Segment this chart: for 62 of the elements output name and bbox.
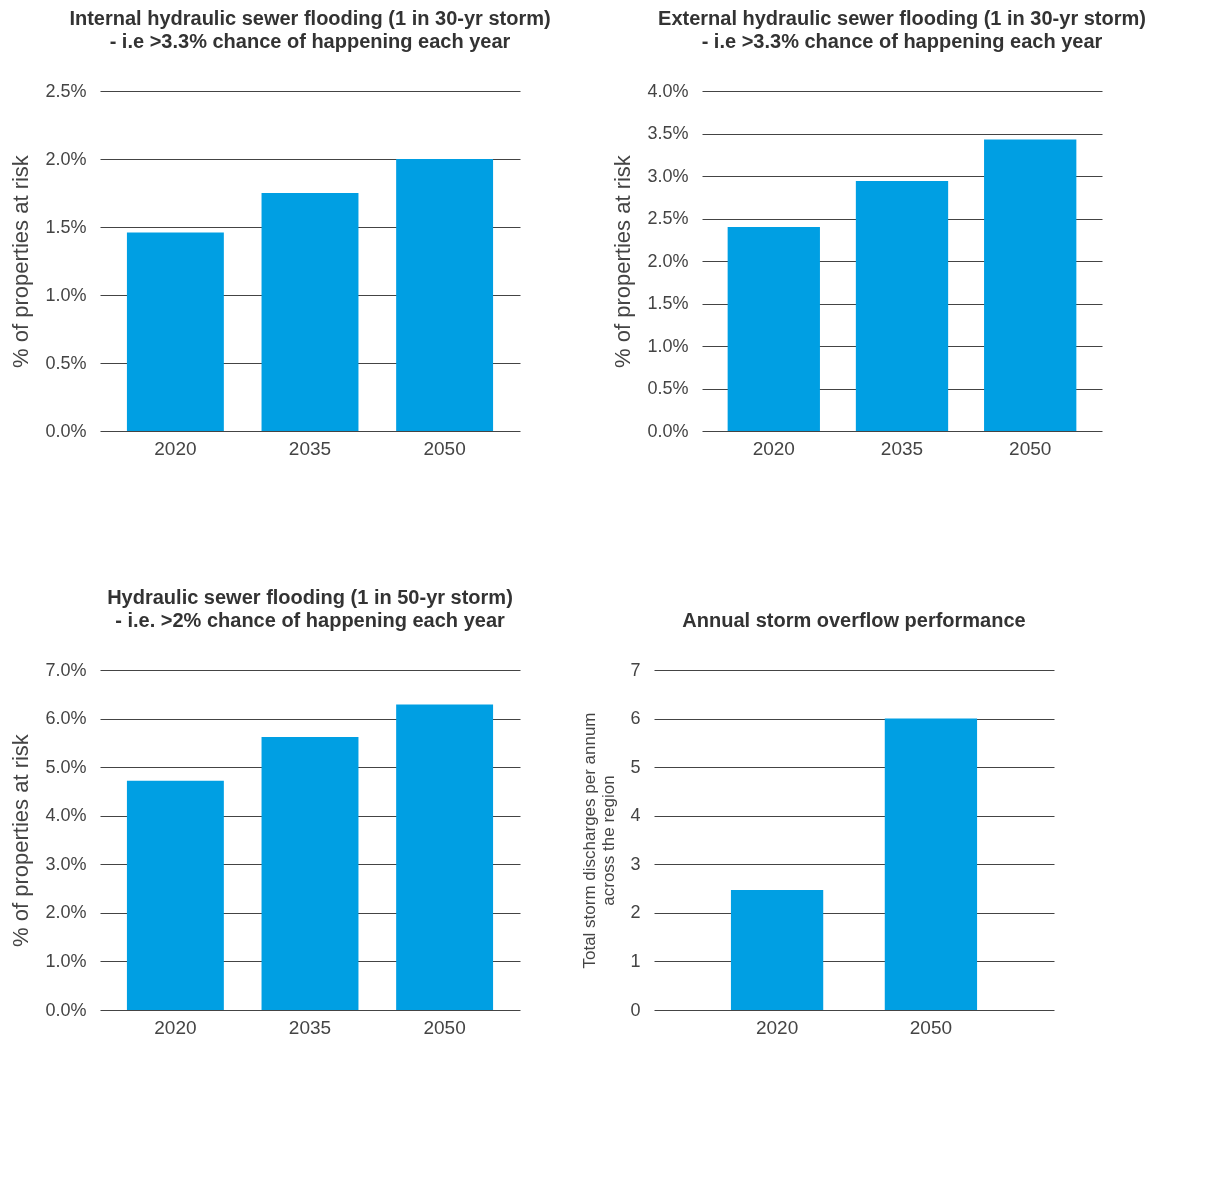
x-tick-label: 2020 <box>752 437 795 459</box>
y-tick-label: 7 <box>630 659 641 680</box>
y-tick-label: 2 <box>630 902 641 923</box>
y-tick-label: 1.0% <box>45 950 87 971</box>
y-tick-label: 4 <box>630 805 641 826</box>
x-tick-label: 2020 <box>154 437 197 459</box>
y-tick-label: 2.0% <box>647 250 689 271</box>
y-tick-label: 7.0% <box>45 659 87 680</box>
y-tick-label: 0.0% <box>647 420 689 441</box>
x-tick-label: 2035 <box>880 437 924 459</box>
y-tick-label: 0.0% <box>45 420 87 441</box>
x-tick-label: 2050 <box>423 437 466 459</box>
y-tick-label: 3.0% <box>647 165 689 186</box>
bar <box>396 704 494 1010</box>
x-tick-label: 2035 <box>288 437 332 459</box>
bar <box>855 181 949 431</box>
bar <box>727 227 820 431</box>
y-tick-label: 5.0% <box>45 756 87 777</box>
y-tick-label: 4.0% <box>45 805 87 826</box>
y-axis-title: % of properties at risk <box>610 154 636 368</box>
chart-subtitle: - i.e >3.3% chance of happening each year <box>701 30 1103 52</box>
y-tick-label: 1.0% <box>647 335 689 356</box>
y-tick-label: 6 <box>630 708 641 729</box>
y-axis-title: Total storm discharges per annum across the region <box>580 712 619 969</box>
y-axis-title: % of properties at risk <box>8 154 34 368</box>
chart-title: Hydraulic sewer flooding (1 in 50-yr storm) <box>107 586 513 608</box>
y-tick-label: 0.5% <box>647 378 689 398</box>
y-tick-label: 3.5% <box>647 123 689 143</box>
x-tick-label: 2020 <box>755 1016 799 1038</box>
y-tick-label: 2.5% <box>647 208 689 228</box>
y-tick-label: 1.5% <box>45 216 87 237</box>
x-tick-label: 2035 <box>288 1016 332 1038</box>
y-tick-label: 0.5% <box>45 352 87 373</box>
y-tick-label: 1.5% <box>647 293 689 313</box>
x-tick-label: 2020 <box>154 1016 197 1038</box>
y-axis-title: % of properties at risk <box>8 733 34 947</box>
chart-title: Annual storm overflow performance <box>682 609 1026 631</box>
y-tick-label: 3 <box>630 853 641 874</box>
chart-subtitle: - i.e. >2% chance of happening each year <box>115 609 505 631</box>
chart-title: Internal hydraulic sewer flooding (1 in 30-yr storm) <box>69 7 551 29</box>
y-tick-label: 6.0% <box>45 708 87 729</box>
y-tick-label: 1.0% <box>45 284 87 305</box>
bar <box>261 737 359 1010</box>
x-tick-label: 2050 <box>1009 437 1052 459</box>
y-tick-label: 4.0% <box>647 80 689 101</box>
y-tick-label: 3.0% <box>45 853 87 874</box>
y-tick-label: 2.0% <box>45 148 87 169</box>
bar <box>396 159 494 431</box>
x-tick-label: 2050 <box>909 1016 953 1038</box>
y-tick-label: 1 <box>630 950 641 971</box>
bar <box>261 193 359 431</box>
bar <box>126 780 224 1010</box>
y-tick-label: 2.0% <box>45 902 87 923</box>
chart-title: External hydraulic sewer flooding (1 in 30-yr storm) <box>658 7 1146 29</box>
y-tick-label: 0 <box>630 999 641 1020</box>
y-tick-label: 2.5% <box>45 80 87 101</box>
y-tick-label: 5 <box>630 756 641 777</box>
x-tick-label: 2050 <box>423 1016 466 1038</box>
bar <box>126 232 224 431</box>
bar <box>984 139 1077 431</box>
chart-subtitle: - i.e >3.3% chance of happening each year <box>109 30 511 52</box>
y-tick-label: 0.0% <box>45 999 87 1020</box>
